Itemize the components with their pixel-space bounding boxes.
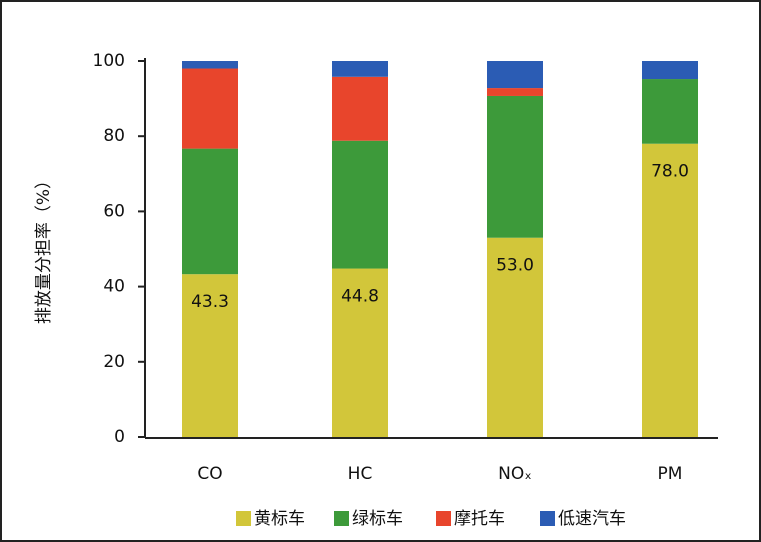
x-tick-label: CO xyxy=(197,464,222,484)
bar-segment xyxy=(182,68,238,149)
value-label: 78.0 xyxy=(651,162,689,182)
bar-segment xyxy=(182,61,238,69)
legend-label: 绿标车 xyxy=(352,509,403,529)
x-tick-label: NOₓ xyxy=(498,464,532,484)
bar-segment xyxy=(642,79,698,144)
y-tick-label: 80 xyxy=(103,126,125,146)
bar-segment xyxy=(487,95,543,238)
x-tick-label: PM xyxy=(658,464,683,484)
legend-swatch xyxy=(436,511,451,526)
y-axis-label: 排放量分担率（%） xyxy=(34,172,54,324)
y-tick-label: 60 xyxy=(103,201,125,221)
bar-segment xyxy=(332,140,388,269)
y-tick-label: 100 xyxy=(93,51,125,71)
y-tick-label: 20 xyxy=(103,352,125,372)
value-label: 53.0 xyxy=(496,256,534,276)
bar-segment xyxy=(332,268,388,437)
legend-swatch xyxy=(334,511,349,526)
y-tick-label: 40 xyxy=(103,277,125,297)
legend-label: 黄标车 xyxy=(254,509,305,529)
legend-label: 低速汽车 xyxy=(558,509,626,529)
legend-swatch xyxy=(236,511,251,526)
bar-segment xyxy=(487,61,543,89)
value-label: 44.8 xyxy=(341,287,379,307)
bar-segment xyxy=(642,143,698,437)
bar-segment xyxy=(332,61,388,77)
legend-label: 摩托车 xyxy=(454,509,505,529)
legend-swatch xyxy=(540,511,555,526)
bar-segment xyxy=(332,76,388,141)
bar-segment xyxy=(642,61,698,80)
bar-segment xyxy=(182,274,238,437)
value-label: 43.3 xyxy=(191,292,229,312)
bar-segment xyxy=(182,148,238,275)
bar-segment xyxy=(487,88,543,96)
bar-segment xyxy=(487,237,543,437)
x-tick-label: HC xyxy=(348,464,373,484)
y-tick-label: 0 xyxy=(114,427,125,447)
